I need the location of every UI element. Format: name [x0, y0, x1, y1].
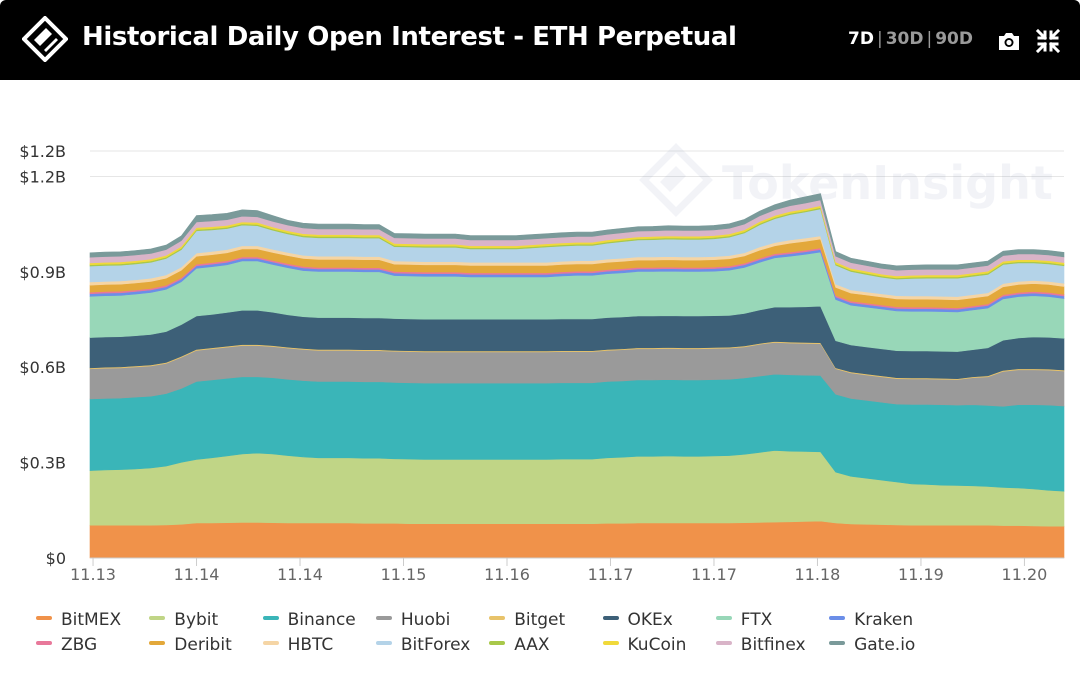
legend-swatch [715, 616, 732, 620]
open-interest-chart: TokenInsight $0 $0.3B $0.6B $0.9B $1.2B $1.2B… [19, 142, 1065, 584]
legend-label: KuCoin [627, 635, 687, 655]
legend-item-ftx[interactable]: FTX [715, 610, 773, 630]
legend-swatch [149, 641, 166, 645]
y-tick-label: $0.9B [19, 263, 66, 282]
legend-swatch [602, 616, 619, 620]
x-tick-label: 11.18 [795, 565, 841, 584]
legend-swatch [149, 616, 166, 620]
camera-icon[interactable] [996, 28, 1022, 54]
legend-item-bitfinex[interactable]: Bitfinex [715, 635, 806, 655]
legend-item-bitforex[interactable]: BitForex [375, 635, 471, 655]
legend-label: Bitget [514, 610, 566, 630]
legend-item-binance[interactable]: Binance [262, 610, 356, 630]
legend-label: Deribit [174, 635, 232, 655]
legend-swatch [715, 641, 732, 645]
stacked-areas [89, 193, 1065, 559]
x-tick-label: 11.16 [484, 565, 530, 584]
legend-item-zbg[interactable]: ZBG [36, 635, 97, 655]
legend-item-gate-io[interactable]: Gate.io [829, 635, 915, 655]
x-tick-label: 11.17 [588, 565, 634, 584]
legend-swatch [375, 616, 392, 620]
legend-label: HBTC [287, 635, 334, 655]
legend-item-kraken[interactable]: Kraken [829, 610, 913, 630]
legend-swatch [829, 616, 846, 620]
legend-swatch [602, 641, 619, 645]
legend-label: Bybit [174, 610, 219, 630]
series-area-gate-io [89, 193, 1065, 271]
legend-label: Kraken [854, 610, 914, 630]
x-tick-label: 11.14 [277, 565, 323, 584]
x-tick-label: 11.17 [691, 565, 737, 584]
x-tick-label: 11.20 [1002, 565, 1048, 584]
y-tick-label: $0.3B [19, 454, 66, 473]
legend-label: FTX [740, 610, 773, 630]
watermark-text: TokenInsight [722, 156, 1053, 210]
legend-swatch [489, 616, 506, 620]
legend-item-kucoin[interactable]: KuCoin [602, 635, 687, 655]
y-tick-label: $0.6B [19, 358, 66, 377]
x-tick-label: 11.15 [381, 565, 427, 584]
legend-swatch [262, 641, 279, 645]
legend-item-bitmex[interactable]: BitMEX [36, 610, 121, 630]
legend-item-huobi[interactable]: Huobi [375, 610, 451, 630]
legend-label: Binance [287, 610, 356, 630]
tokeninsight-watermark: TokenInsight [639, 143, 1053, 217]
y-tick-label: $1.2B [19, 142, 66, 161]
y-tick-label: $0 [46, 549, 66, 568]
series-area-bitmex [89, 520, 1065, 559]
legend-label: Bitfinex [740, 635, 806, 655]
legend-swatch [36, 641, 52, 645]
legend-label: AAX [514, 635, 550, 655]
legend-item-aax[interactable]: AAX [489, 635, 550, 655]
x-tick-label: 11.13 [70, 565, 116, 584]
range-separator: | [876, 29, 883, 49]
legend-swatch [36, 616, 52, 620]
legend-item-hbtc[interactable]: HBTC [262, 635, 334, 655]
y-tick-label: $1.2B [19, 167, 66, 186]
legend-swatch [829, 641, 846, 645]
legend-item-deribit[interactable]: Deribit [149, 635, 232, 655]
legend-item-bitget[interactable]: Bitget [489, 610, 565, 630]
legend-item-okex[interactable]: OKEx [602, 610, 673, 630]
range-90d-button[interactable]: 90D [935, 29, 973, 49]
range-7d-button[interactable]: 7D [848, 29, 874, 49]
range-separator: | [926, 29, 933, 49]
legend-label: BitForex [400, 635, 471, 655]
legend-label: Huobi [400, 610, 451, 630]
legend-swatch [375, 641, 392, 645]
legend-item-bybit[interactable]: Bybit [149, 610, 218, 630]
tokeninsight-logo-icon [22, 16, 68, 62]
legend-label: Gate.io [854, 635, 916, 655]
legend-label: ZBG [61, 635, 98, 655]
axes: $0 $0.3B $0.6B $0.9B $1.2B $1.2B 11.13 11.14 11.… [19, 142, 1064, 584]
x-tick-label: 11.14 [174, 565, 220, 584]
range-30d-button[interactable]: 30D [885, 29, 924, 49]
legend-label: BitMEX [61, 610, 122, 630]
range-selector: 7D | 30D | 90D [848, 29, 973, 49]
x-tick-label: 11.19 [898, 565, 944, 584]
legend-swatch [489, 641, 506, 645]
chart-title: Historical Daily Open Interest - ETH Per… [82, 22, 737, 52]
collapse-icon[interactable] [1035, 28, 1061, 54]
legend-swatch [262, 616, 279, 620]
legend-label: OKEx [627, 610, 673, 630]
chart-header: Historical Daily Open Interest - ETH Per… [0, 0, 1080, 80]
